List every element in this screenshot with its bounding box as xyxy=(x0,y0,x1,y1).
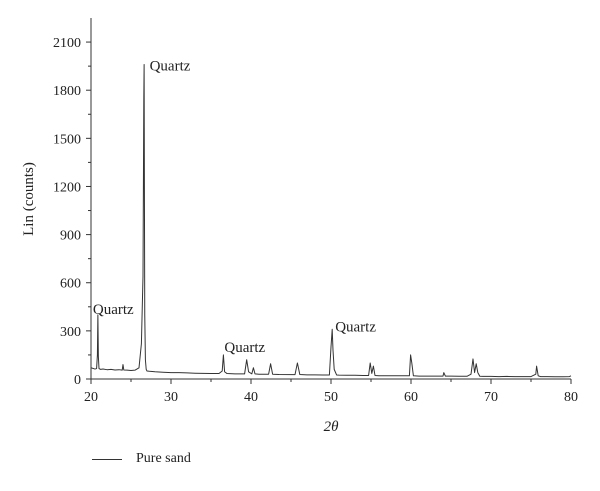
x-tick-label: 60 xyxy=(404,390,418,405)
y-tick-label: 600 xyxy=(60,277,81,292)
x-tick-label: 20 xyxy=(84,390,98,405)
x-tick-label: 80 xyxy=(564,390,578,405)
x-tick-label: 40 xyxy=(244,390,258,405)
peak-annotation: Quartz xyxy=(224,340,265,356)
series-layer xyxy=(90,64,572,378)
annotations: Quartz Quartz Quartz Quartz xyxy=(93,59,376,356)
peak-annotation: Quartz xyxy=(93,302,134,318)
y-tick-label: 1200 xyxy=(53,180,81,195)
legend-line-swatch xyxy=(92,458,122,460)
y-tick-label: 0 xyxy=(74,373,81,388)
x-tick-label: 30 xyxy=(164,390,178,405)
y-tick-label: 1500 xyxy=(53,132,81,147)
y-tick-label: 1800 xyxy=(53,84,81,99)
legend: Pure sand xyxy=(92,451,191,467)
x-tick-label: 70 xyxy=(484,390,498,405)
peak-annotation: Quartz xyxy=(150,59,191,75)
x-tick-label: 50 xyxy=(324,390,338,405)
y-tick-label: 2100 xyxy=(53,36,81,51)
tick-marks: 20 30 40 50 60 70 80 0 300 600 900 1200 1500 1800 2100 xyxy=(53,36,578,405)
y-axis-title: Lin (counts) xyxy=(21,162,37,236)
y-tick-label: 300 xyxy=(60,325,81,340)
y-tick-label: 900 xyxy=(60,229,81,244)
series-line-pure-sand xyxy=(90,64,572,378)
x-axis-title: 2θ xyxy=(324,419,340,435)
legend-label: Pure sand xyxy=(136,451,191,466)
peak-annotation: Quartz xyxy=(335,319,376,335)
